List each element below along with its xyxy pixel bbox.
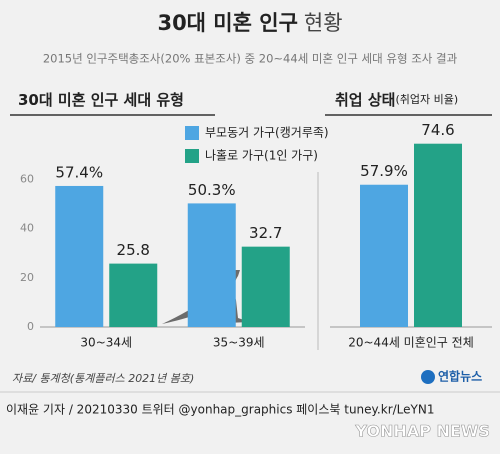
chart-subtitle: (취업자 비율): [395, 93, 458, 106]
value-label: 57.4%: [55, 163, 103, 181]
logo: 연합뉴스: [438, 369, 482, 384]
legend-swatch: [185, 126, 199, 140]
credit: 이재윤 기자 / 20210330 트위터 @yonhap_graphics 페…: [6, 403, 434, 417]
watermark: YONHAP NEWS: [354, 422, 490, 441]
legend-label: 부모동거 가구(캥거루족): [205, 126, 329, 140]
x-tick-label: 35~39세: [213, 336, 265, 350]
source: 자료/ 통계청(통계플러스 2021년 봄호): [12, 372, 194, 385]
bar: [414, 143, 462, 327]
legend-label: 나홀로 가구(1인 가구): [205, 149, 318, 163]
x-tick-label: 20~44세 미혼인구 전체: [348, 336, 474, 350]
title-rest: 현황: [304, 11, 343, 35]
y-tick-label: 60: [20, 173, 34, 186]
value-label: 50.3%: [188, 181, 236, 199]
title-main: 30대 미혼 인구: [157, 11, 297, 35]
x-tick-label: 30~34세: [80, 336, 132, 350]
chart-heading: 30대 미혼 인구 세대 유형: [18, 91, 184, 109]
logo-icon: [421, 370, 435, 384]
bar: [109, 263, 158, 327]
value-label: 57.9%: [360, 162, 408, 180]
y-tick-label: 0: [27, 320, 34, 333]
y-tick-label: 40: [20, 222, 34, 235]
legend-swatch: [185, 149, 199, 163]
title: 30대 미혼 인구 현황: [157, 11, 342, 35]
chart-title: 취업 상태: [335, 91, 395, 109]
value-label: 25.8: [117, 241, 150, 259]
chart-heading: 취업 상태(취업자 비율): [335, 91, 458, 109]
bar: [187, 203, 236, 327]
subtitle: 2015년 인구주택총조사(20% 표본조사) 중 20~44세 미혼 인구 세…: [43, 52, 458, 66]
bar: [360, 184, 408, 327]
bar: [55, 185, 104, 327]
chart-title: 30대 미혼 인구 세대 유형: [18, 91, 184, 109]
value-label: 74.6: [421, 121, 454, 139]
bar: [241, 246, 290, 327]
value-label: 32.7: [249, 224, 282, 242]
y-tick-label: 20: [20, 271, 34, 284]
